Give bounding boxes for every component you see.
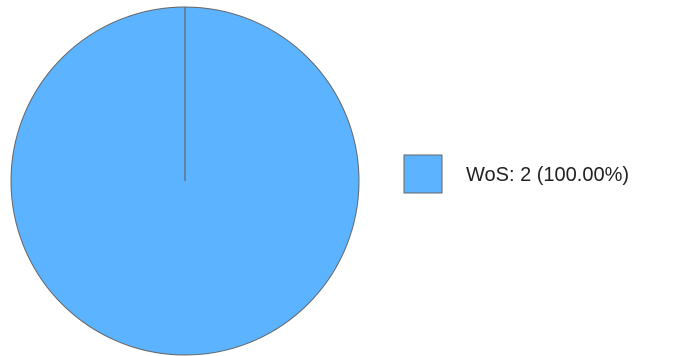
pie-slices [10,6,360,356]
legend-swatch-wos [403,154,443,194]
legend: WoS: 2 (100.00%) [403,154,629,194]
legend-label-wos: WoS: 2 (100.00%) [466,164,629,186]
